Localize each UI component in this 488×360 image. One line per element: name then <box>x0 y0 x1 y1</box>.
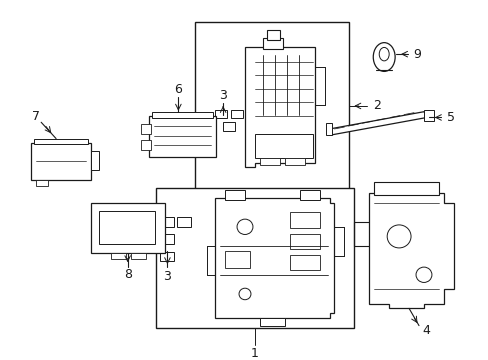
Text: 5: 5 <box>446 111 454 124</box>
Bar <box>34 139 88 144</box>
Bar <box>91 151 99 170</box>
Bar <box>160 252 174 261</box>
Bar <box>160 217 174 227</box>
Bar <box>423 110 433 121</box>
Bar <box>373 182 438 195</box>
Bar <box>231 110 243 118</box>
Polygon shape <box>244 48 314 167</box>
Text: 9: 9 <box>412 48 420 60</box>
Bar <box>155 188 354 328</box>
Bar <box>299 190 319 200</box>
Bar <box>141 124 150 134</box>
Bar <box>160 234 174 244</box>
Ellipse shape <box>372 42 394 71</box>
Bar <box>289 255 319 270</box>
Bar <box>148 117 216 157</box>
Circle shape <box>237 219 252 234</box>
Bar <box>36 180 48 185</box>
Bar <box>99 211 154 244</box>
Bar <box>195 22 349 190</box>
Bar <box>266 30 279 40</box>
Bar <box>325 123 331 135</box>
Text: 8: 8 <box>123 268 131 281</box>
Bar <box>111 253 125 260</box>
Text: 2: 2 <box>372 99 381 112</box>
Bar <box>31 143 91 180</box>
Bar <box>289 212 319 228</box>
Text: 6: 6 <box>174 83 182 96</box>
Circle shape <box>386 225 410 248</box>
Bar <box>223 122 235 131</box>
Text: 3: 3 <box>219 89 226 102</box>
Bar <box>177 217 191 227</box>
Polygon shape <box>368 193 453 309</box>
Bar <box>91 203 165 253</box>
Polygon shape <box>215 198 334 318</box>
Bar <box>224 251 249 268</box>
Bar <box>141 140 150 150</box>
Circle shape <box>239 288 250 300</box>
Bar <box>130 253 145 260</box>
Circle shape <box>415 267 431 283</box>
Bar <box>254 134 312 158</box>
Bar <box>263 38 282 49</box>
Polygon shape <box>329 112 426 135</box>
Bar <box>224 190 244 200</box>
Text: 1: 1 <box>250 347 258 360</box>
Bar <box>284 158 304 166</box>
Bar <box>151 112 213 118</box>
Ellipse shape <box>379 48 388 61</box>
Bar <box>289 234 319 249</box>
Bar <box>260 158 279 166</box>
Text: 7: 7 <box>32 110 40 123</box>
Bar <box>215 110 226 118</box>
Text: 3: 3 <box>163 270 171 283</box>
Text: 4: 4 <box>421 324 429 337</box>
Bar <box>260 318 284 325</box>
